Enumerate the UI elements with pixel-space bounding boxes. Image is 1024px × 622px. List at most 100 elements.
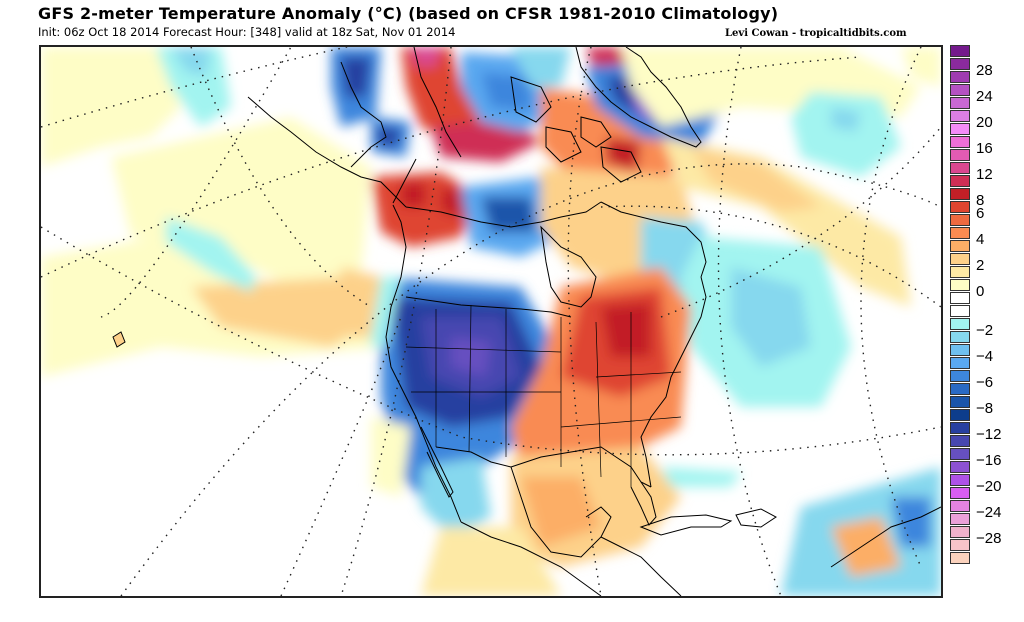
colorbar-swatch xyxy=(950,45,970,57)
anomaly-region xyxy=(411,47,441,67)
coastline xyxy=(640,276,707,488)
colorbar-swatch xyxy=(950,71,970,83)
colorbar-swatch xyxy=(950,500,970,512)
colorbar-tick-label: −24 xyxy=(976,504,1002,521)
anomaly-region xyxy=(791,92,901,177)
anomaly-region xyxy=(171,47,211,77)
credit-text: Levi Cowan - tropicaltidbits.com xyxy=(725,28,907,39)
graticule xyxy=(41,47,941,596)
colorbar-tick-label: 24 xyxy=(976,88,993,105)
coastline xyxy=(580,116,612,148)
anomaly-region xyxy=(601,302,651,357)
coastline xyxy=(340,61,387,168)
colorbar-swatch xyxy=(950,539,970,551)
coastline xyxy=(510,466,612,558)
anomaly-region xyxy=(691,147,821,212)
colorbar-tick-label: −28 xyxy=(976,530,1002,547)
coastline xyxy=(510,76,552,123)
anomaly-region xyxy=(401,47,481,142)
colorbar-swatch xyxy=(950,110,970,122)
coastline xyxy=(540,225,597,308)
coastline xyxy=(735,508,777,528)
colorbar-tick-label: 28 xyxy=(976,62,993,79)
colorbar-swatch xyxy=(950,84,970,96)
coastline xyxy=(545,126,582,163)
colorbar-tick-label: 0 xyxy=(976,283,985,300)
border xyxy=(435,446,512,468)
anomaly-region xyxy=(661,467,741,487)
coastline xyxy=(247,96,407,208)
colorbar-swatch xyxy=(950,253,970,265)
colorbar-tick-label: −2 xyxy=(976,322,994,339)
coastline xyxy=(460,521,602,596)
init-forecast-info: Init: 06z Oct 18 2014 Forecast Hour: [34… xyxy=(38,25,456,39)
coastline xyxy=(600,146,642,183)
anomaly-region xyxy=(371,417,411,497)
anomaly-region xyxy=(376,127,401,147)
coastline xyxy=(420,426,454,498)
anomaly-region xyxy=(191,277,381,347)
anomaly-region xyxy=(481,72,531,112)
map-canvas xyxy=(41,47,941,596)
longitude-line xyxy=(860,47,922,568)
colorbar-tick-label: −16 xyxy=(976,452,1002,469)
anomaly-region xyxy=(521,477,601,547)
anomaly-region xyxy=(341,267,381,337)
coastline xyxy=(385,204,462,523)
colorbar-swatch xyxy=(950,370,970,382)
colorbar-swatch xyxy=(950,526,970,538)
colorbar-swatch xyxy=(950,318,970,330)
colorbar-swatch xyxy=(950,513,970,525)
anomaly-region xyxy=(511,47,571,87)
colorbar-tick-label: 4 xyxy=(976,231,985,248)
colorbar-swatch xyxy=(950,396,970,408)
colorbar-swatch xyxy=(950,409,970,421)
colorbar-swatch xyxy=(950,305,970,317)
anomaly-region xyxy=(166,217,256,292)
anomaly-region xyxy=(891,497,931,547)
colorbar-tick-label: −8 xyxy=(976,400,994,417)
anomaly-region xyxy=(731,267,811,367)
anomaly-region xyxy=(111,117,371,287)
coastline xyxy=(600,201,707,278)
longitude-line xyxy=(717,47,782,596)
colorbar-swatch xyxy=(950,422,970,434)
colorbar-tick-label: 20 xyxy=(976,114,993,131)
colorbar-swatch xyxy=(950,227,970,239)
colorbar-swatch xyxy=(950,448,970,460)
colorbar-swatch xyxy=(950,188,970,200)
colorbar-swatch xyxy=(950,487,970,499)
anomaly-region xyxy=(451,337,491,377)
colorbar-swatch xyxy=(950,214,970,226)
anomaly-region xyxy=(156,47,231,127)
colorbar-swatch xyxy=(950,344,970,356)
coastline xyxy=(830,506,941,568)
longitude-line xyxy=(660,126,941,318)
coastline xyxy=(413,47,462,158)
colorbar-swatch xyxy=(950,58,970,70)
anomaly-region xyxy=(831,107,861,132)
coastline xyxy=(112,331,126,348)
colorbar-swatch xyxy=(950,552,970,564)
map-title: GFS 2-meter Temperature Anomaly (°C) (ba… xyxy=(38,4,779,23)
anomaly-region xyxy=(371,277,401,347)
colorbar-tick-label: −12 xyxy=(976,426,1002,443)
colorbar-tick-label: 16 xyxy=(976,140,993,157)
colorbar-swatch xyxy=(950,383,970,395)
border xyxy=(405,296,572,318)
anomaly-region xyxy=(401,182,426,207)
colorbar-swatch xyxy=(950,175,970,187)
colorbar-swatch xyxy=(950,162,970,174)
anomaly-region xyxy=(606,137,641,172)
colorbar-swatch xyxy=(950,461,970,473)
colorbar-tick-label: −4 xyxy=(976,348,994,365)
coastline xyxy=(405,201,602,228)
colorbar-tick-label: 8 xyxy=(976,192,985,209)
coastline xyxy=(600,536,682,596)
border xyxy=(392,158,417,204)
longitude-line xyxy=(340,47,452,596)
colorbar-swatch xyxy=(950,136,970,148)
state-borders xyxy=(405,304,682,487)
colorbar-swatch xyxy=(950,474,970,486)
colorbar-swatch xyxy=(950,266,970,278)
